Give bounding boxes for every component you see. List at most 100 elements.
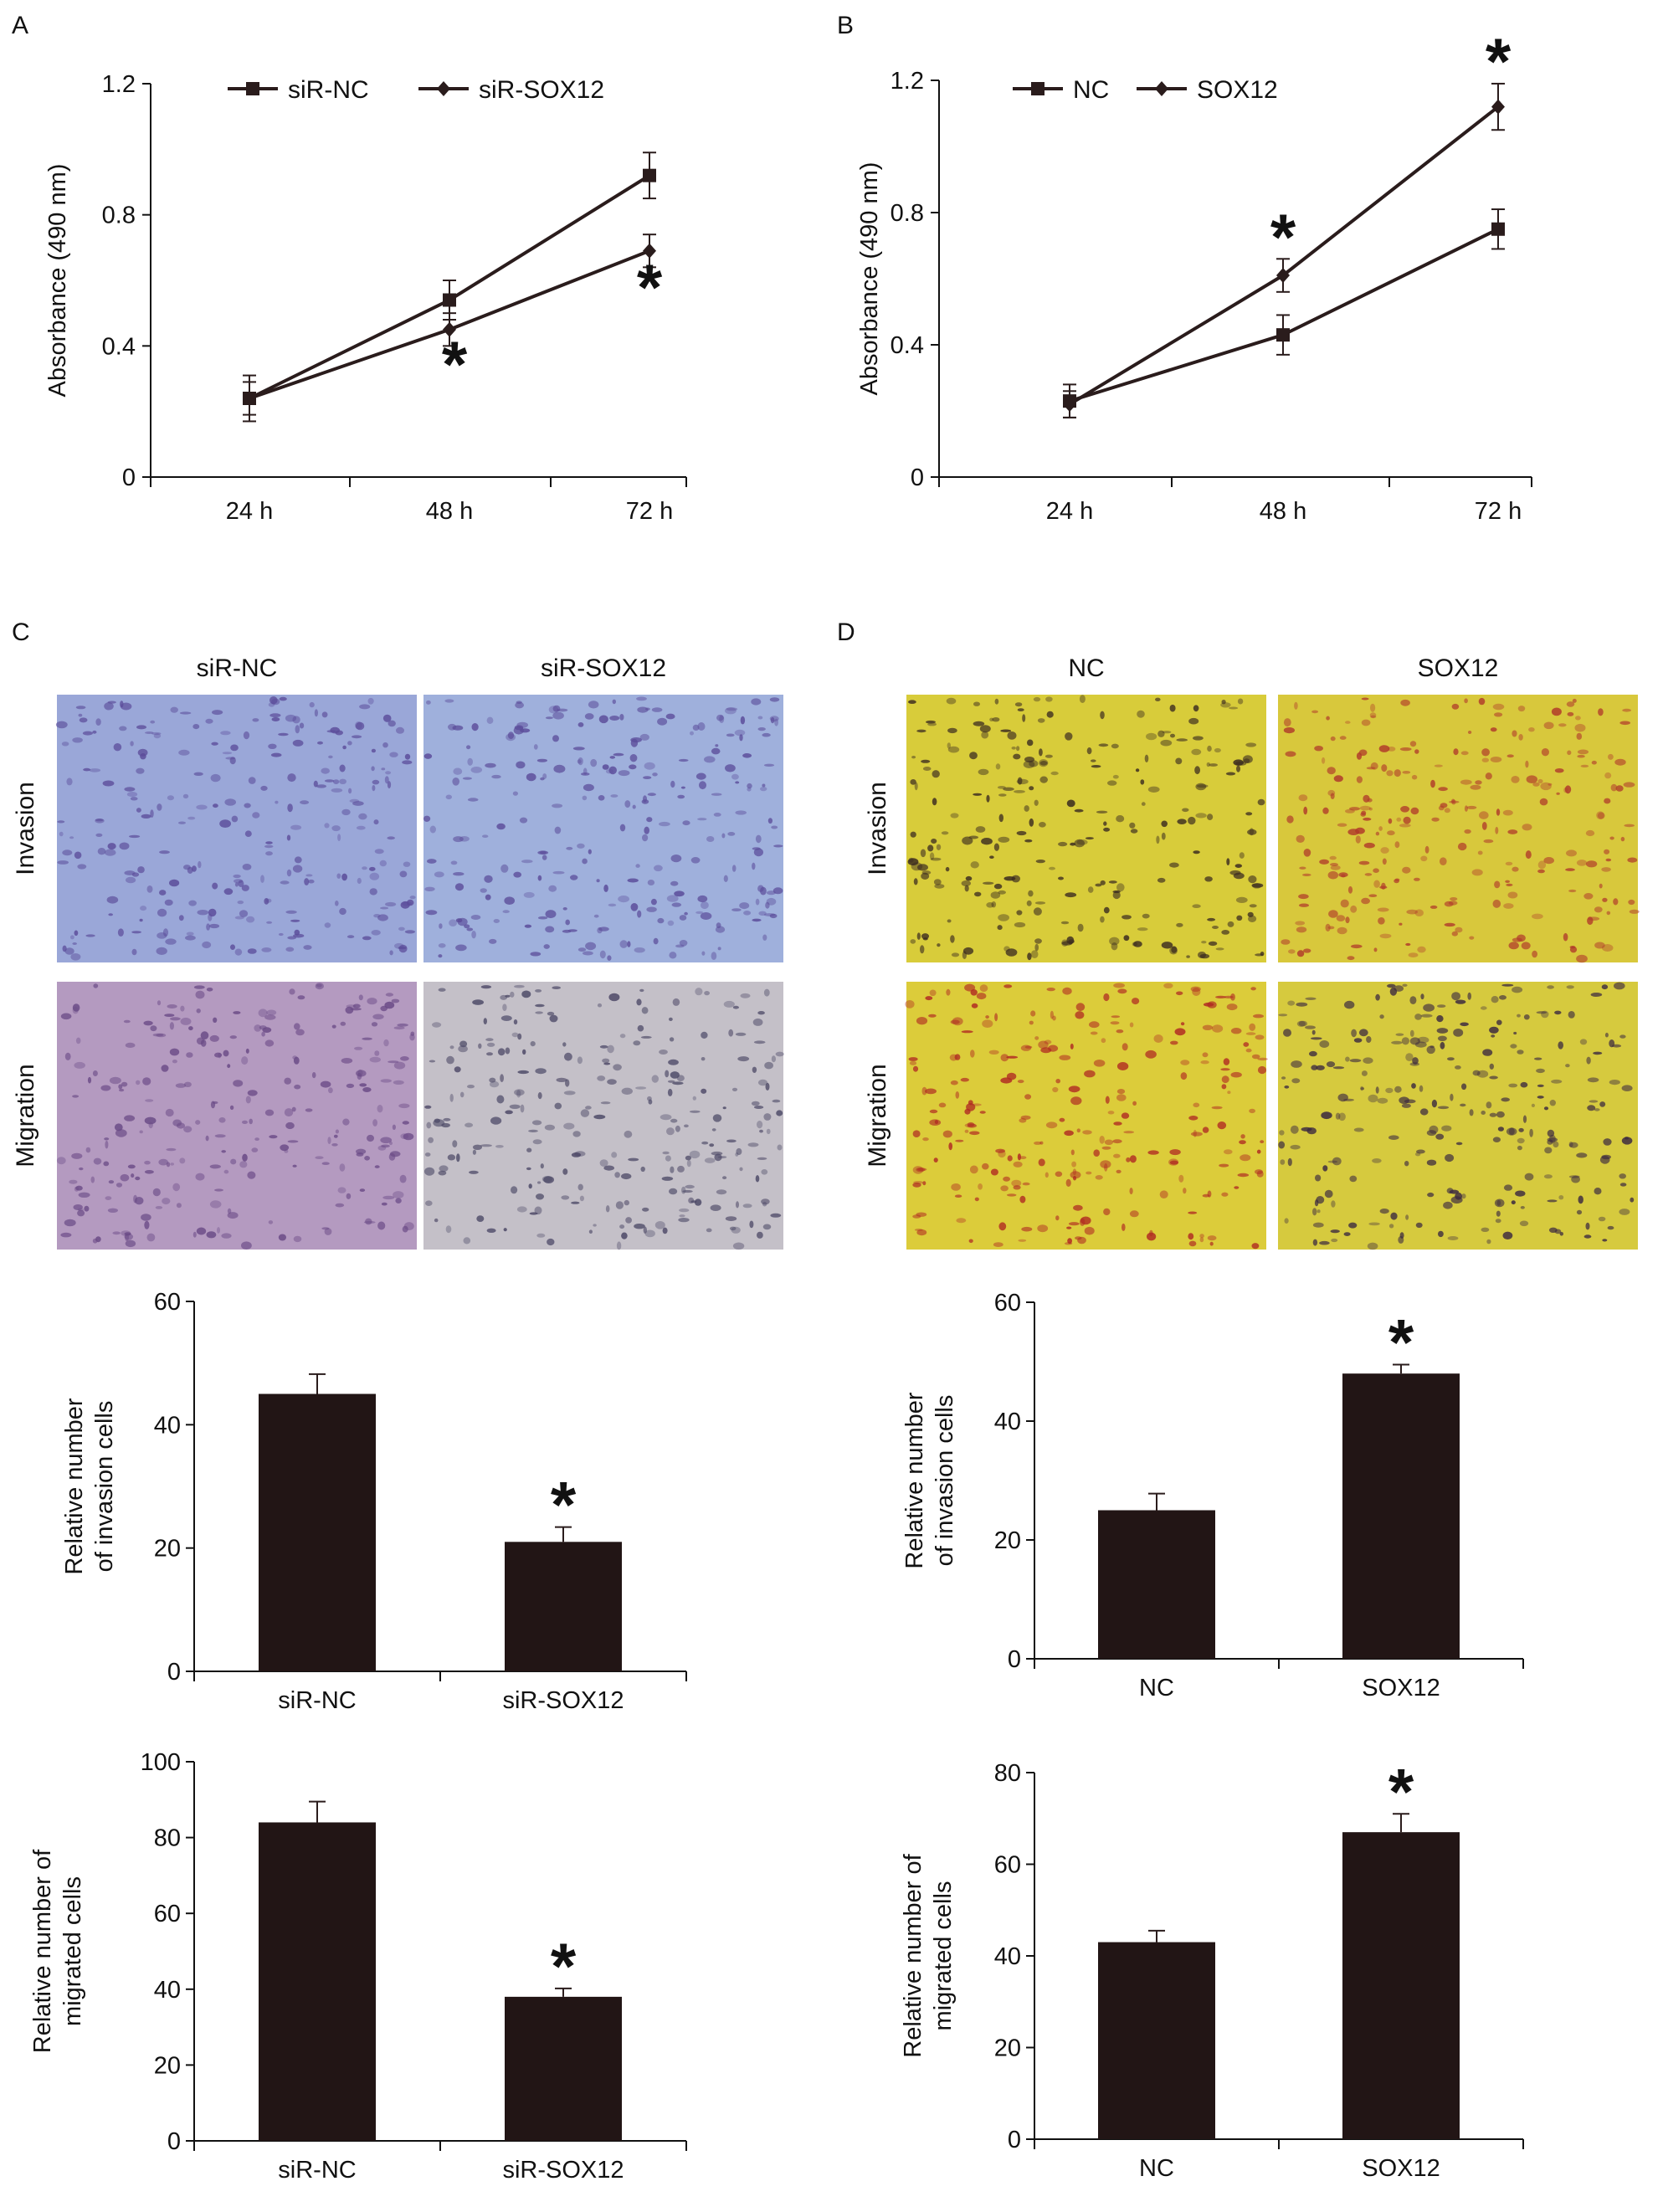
stained-cell [1457, 842, 1467, 851]
stained-cell [1080, 1218, 1086, 1226]
stained-cell [669, 1017, 673, 1021]
stained-cell [313, 780, 318, 788]
stained-cell [1431, 1099, 1437, 1108]
stained-cell [1345, 808, 1355, 813]
stained-cell [1129, 1188, 1133, 1195]
stained-cell [1207, 745, 1212, 752]
stained-cell [974, 891, 982, 897]
stained-cell [552, 711, 564, 720]
stained-cell [354, 1046, 363, 1050]
y-tick-label: 80 [154, 1825, 181, 1852]
x-tick-label: 24 h [226, 498, 273, 525]
legend-marker-diamond [1155, 81, 1168, 96]
stained-cell [121, 1081, 128, 1087]
stained-cell [196, 1037, 205, 1045]
stained-cell [72, 1003, 80, 1012]
stained-cell [716, 1189, 727, 1195]
stained-cell [762, 1201, 767, 1207]
stained-cell [1103, 906, 1110, 914]
stained-cell [1192, 988, 1201, 996]
stained-cell [131, 931, 142, 934]
stained-cell [908, 700, 916, 704]
stained-cell [1578, 1195, 1583, 1204]
stained-cell [679, 915, 687, 921]
stained-cell [552, 986, 561, 989]
stained-cell [1576, 1152, 1588, 1158]
stained-cell [247, 1090, 258, 1096]
stained-cell [126, 792, 138, 798]
stained-cell [402, 1225, 408, 1233]
stained-cell [635, 864, 640, 868]
stained-cell [1245, 1032, 1256, 1035]
stained-cell [1505, 861, 1513, 866]
stained-cell [1288, 949, 1296, 954]
stained-cell [178, 749, 190, 756]
stained-cell [1337, 1093, 1348, 1102]
stained-cell [1508, 942, 1519, 950]
stained-cell [285, 1121, 295, 1130]
stained-cell [223, 1169, 229, 1174]
stained-cell [1351, 1029, 1357, 1038]
stained-cell [1429, 905, 1438, 909]
stained-cell [1614, 982, 1625, 990]
stained-cell [1039, 1141, 1044, 1145]
stained-cell [1361, 697, 1369, 701]
stained-cell [583, 767, 588, 775]
stained-cell [1301, 1127, 1312, 1132]
stained-cell [1070, 842, 1076, 846]
stained-cell [717, 1156, 727, 1159]
stained-cell [644, 826, 649, 834]
stained-cell [1100, 880, 1106, 885]
stained-cell [709, 1143, 715, 1147]
stained-cell [195, 1120, 201, 1125]
stained-cell [1477, 850, 1483, 855]
stained-cell [500, 1074, 504, 1083]
stained-cell [56, 1157, 66, 1165]
stained-cell [1554, 1229, 1562, 1234]
stained-cell [1495, 826, 1499, 834]
stained-cell [910, 779, 916, 785]
stained-cell [1062, 987, 1072, 995]
stained-cell [1499, 995, 1506, 1000]
stained-cell [332, 779, 340, 784]
stained-cell [500, 864, 509, 873]
stained-cell [452, 725, 464, 731]
stained-cell [374, 1165, 380, 1168]
stained-cell [119, 842, 130, 850]
stained-cell [1381, 882, 1386, 890]
stained-cell [983, 881, 994, 885]
stained-cell [913, 1181, 923, 1184]
stained-cell [652, 772, 658, 777]
stained-cell [1420, 993, 1424, 1000]
stained-cell [1440, 803, 1448, 808]
stained-cell [59, 831, 64, 837]
stained-cell [769, 697, 780, 702]
stained-cell [760, 787, 767, 792]
stained-cell [369, 866, 376, 871]
stained-cell [530, 1041, 536, 1047]
stained-cell [1543, 1106, 1549, 1111]
stained-cell [964, 983, 976, 992]
stained-cell [742, 753, 752, 758]
stained-cell [990, 891, 1001, 899]
stained-cell [1502, 1231, 1513, 1240]
stained-cell [1544, 1147, 1553, 1154]
stained-cell [472, 1149, 477, 1155]
stained-cell [1537, 860, 1547, 870]
stained-cell [244, 830, 252, 837]
stained-cell [392, 1124, 396, 1131]
stained-cell [1058, 876, 1064, 880]
stained-cell [566, 846, 573, 850]
stained-cell [706, 836, 715, 842]
stained-cell [1255, 953, 1264, 957]
stained-cell [947, 746, 960, 753]
data-point-square [1276, 328, 1290, 342]
stained-cell [1589, 1100, 1599, 1103]
stained-cell [1486, 1101, 1492, 1109]
stained-cell [1604, 772, 1612, 779]
micrograph-background [1278, 695, 1638, 962]
stained-cell [1525, 760, 1529, 768]
stained-cell [337, 834, 341, 841]
stained-cell [952, 1017, 963, 1026]
stained-cell [209, 1164, 221, 1169]
